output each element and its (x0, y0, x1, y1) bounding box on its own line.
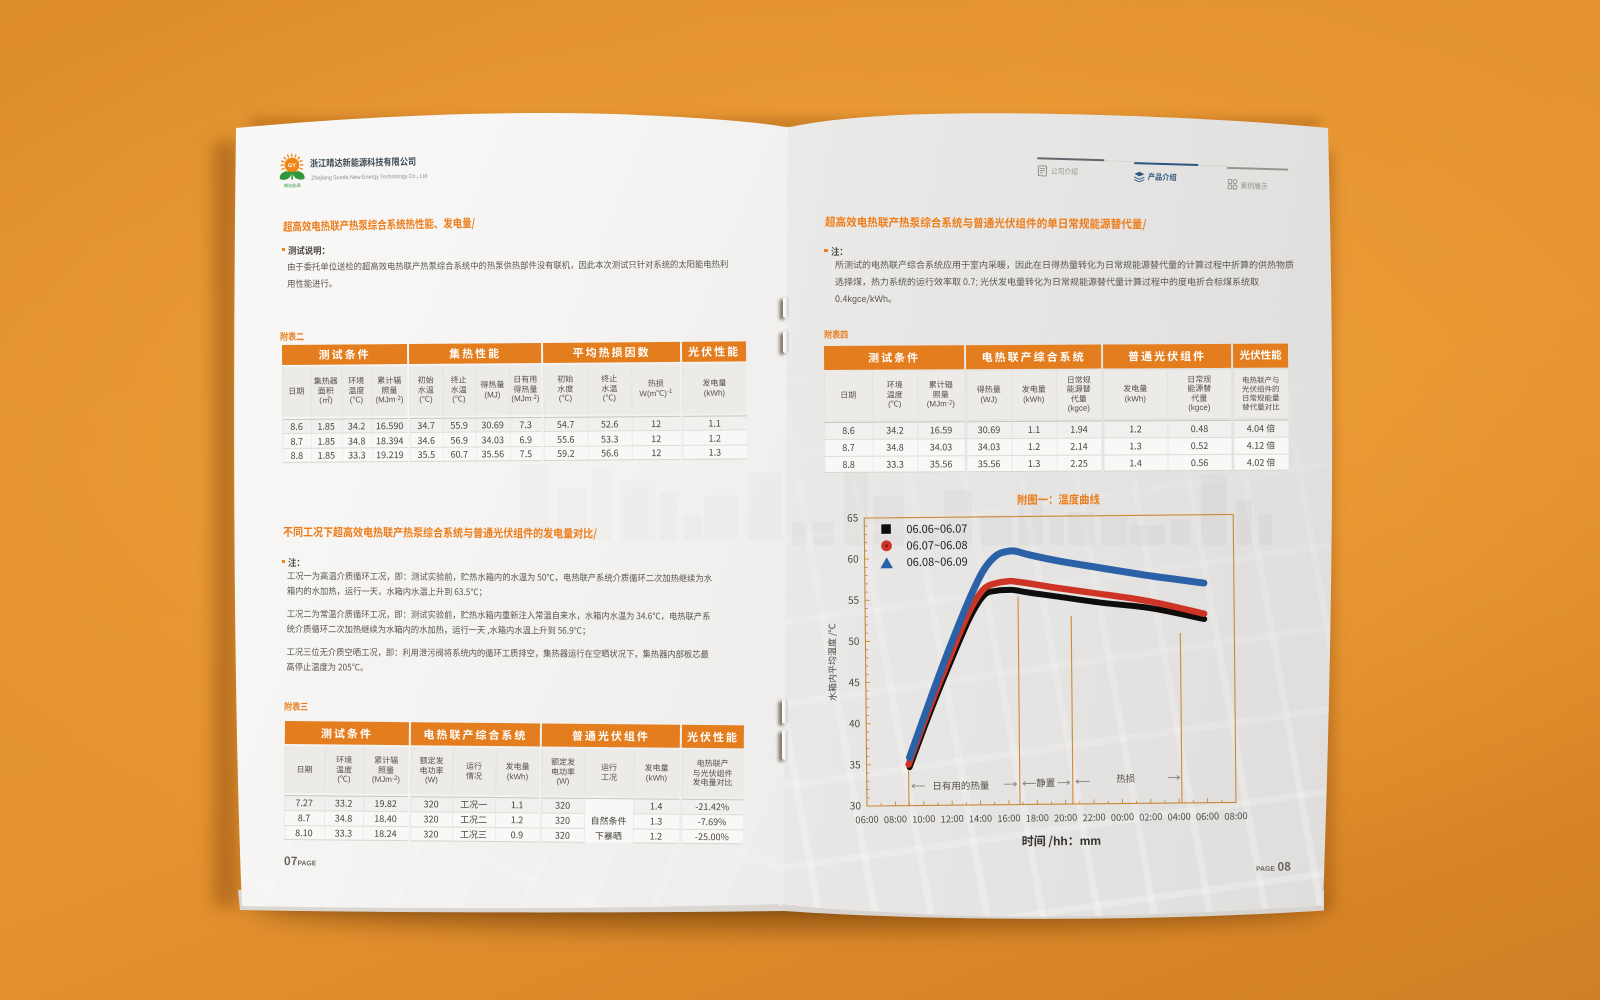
svg-text:22:00: 22:00 (1082, 809, 1106, 824)
svg-text:晴达能源: 晴达能源 (284, 183, 302, 189)
svg-text:时间 /hh：mm: 时间 /hh：mm (1022, 832, 1102, 850)
svg-text:16:00: 16:00 (997, 810, 1021, 825)
svg-text:水箱内平均温度 /℃: 水箱内平均温度 /℃ (825, 623, 839, 701)
svg-text:45: 45 (849, 674, 861, 689)
svg-text:65: 65 (847, 509, 859, 524)
svg-text:08:00: 08:00 (1224, 808, 1248, 823)
svg-text:静置: 静置 (1036, 775, 1055, 789)
svg-text:55: 55 (848, 592, 860, 607)
svg-text:GY: GY (288, 163, 296, 169)
svg-text:00:00: 00:00 (1111, 809, 1135, 824)
svg-text:06.08~06.09: 06.08~06.09 (907, 554, 968, 571)
svg-text:30: 30 (850, 797, 862, 812)
svg-text:热损: 热损 (1116, 771, 1136, 785)
svg-text:06.07~06.08: 06.07~06.08 (906, 537, 967, 554)
svg-text:10:00: 10:00 (912, 811, 936, 826)
svg-text:14:00: 14:00 (969, 810, 993, 825)
svg-text:35: 35 (849, 756, 861, 771)
svg-text:40: 40 (849, 715, 861, 730)
svg-text:日有用的热量: 日有用的热量 (932, 778, 990, 793)
svg-text:04:00: 04:00 (1167, 808, 1191, 823)
svg-text:60: 60 (847, 551, 859, 566)
svg-text:02:00: 02:00 (1139, 809, 1163, 824)
svg-text:50: 50 (848, 633, 860, 648)
svg-text:06:00: 06:00 (1196, 808, 1220, 823)
svg-text:06:00: 06:00 (855, 811, 879, 826)
svg-text:06.06~06.07: 06.06~06.07 (906, 521, 967, 538)
svg-text:08:00: 08:00 (883, 811, 907, 826)
svg-text:12:00: 12:00 (940, 811, 964, 826)
svg-text:18:00: 18:00 (1025, 810, 1049, 825)
svg-text:20:00: 20:00 (1054, 810, 1078, 825)
